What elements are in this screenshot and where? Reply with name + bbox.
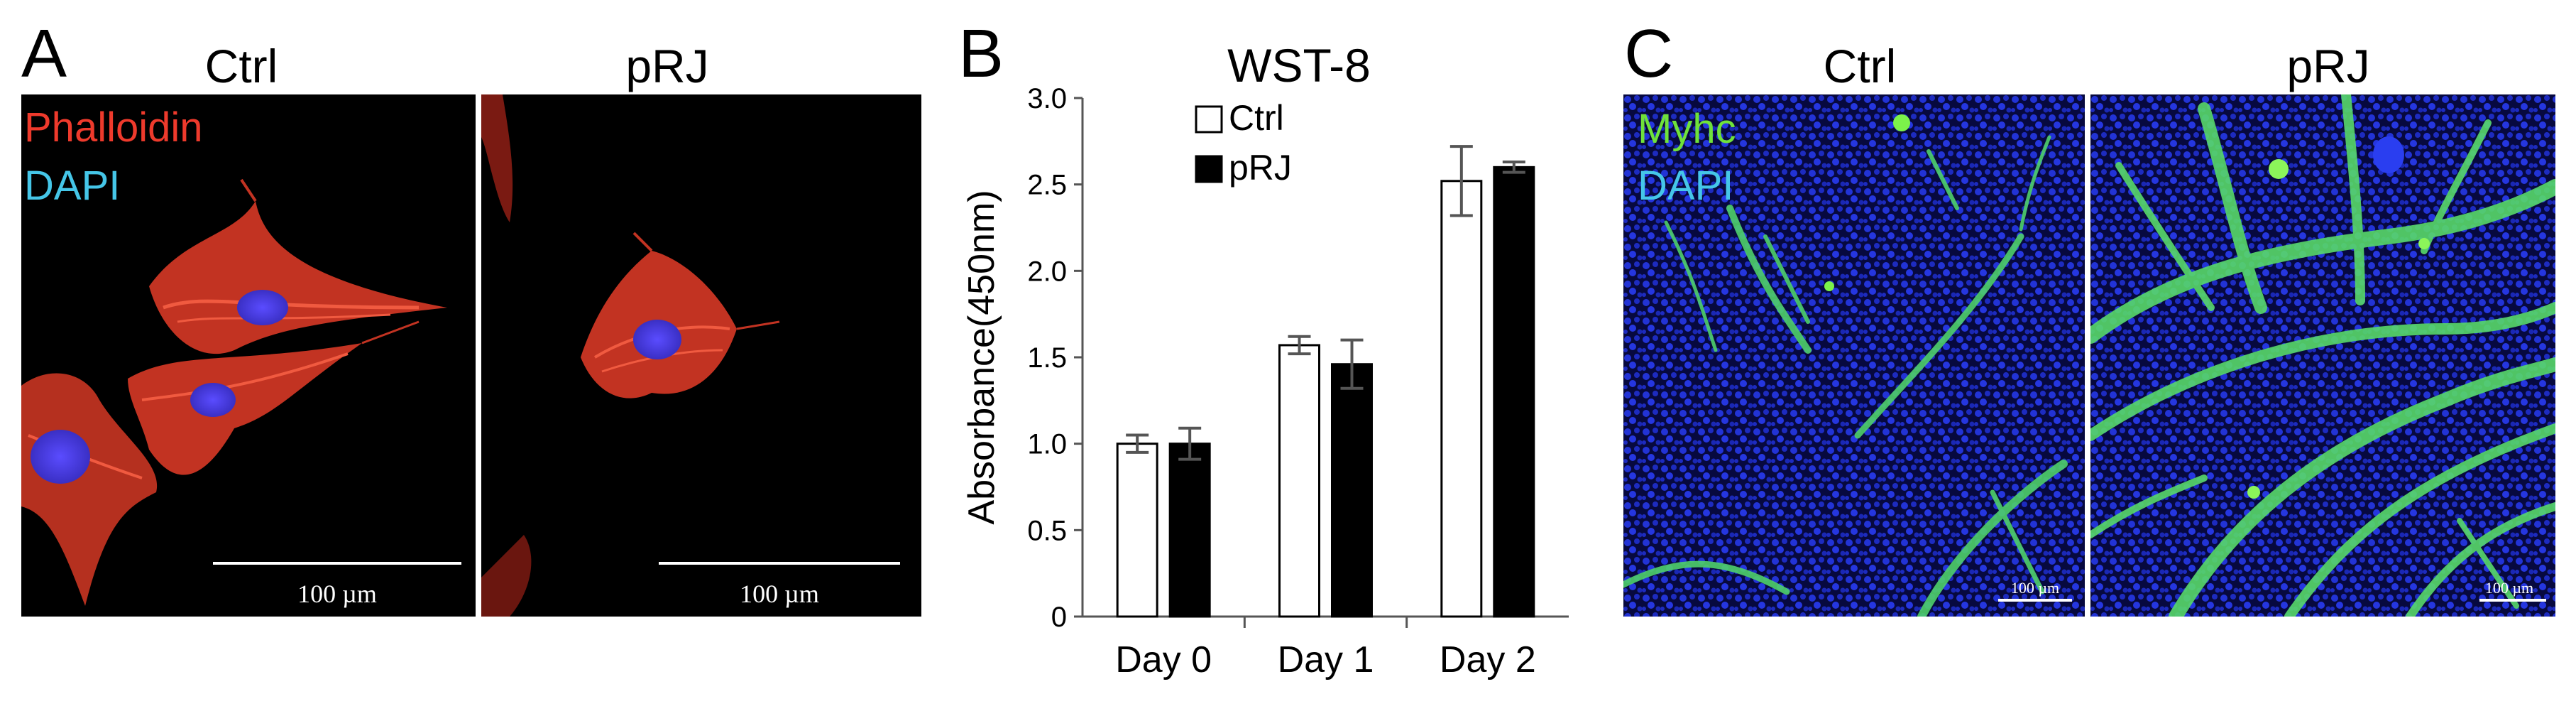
- panel-b-letter: B: [958, 16, 1004, 92]
- panel-c-ctrl-label: Ctrl: [1823, 40, 1897, 92]
- chart-title: WST-8: [1227, 39, 1371, 92]
- y-tick-label-6: 3.0: [1027, 83, 1067, 114]
- panel-c-prj-label: pRJ: [2286, 40, 2370, 92]
- bar-prj-1: [1331, 363, 1373, 618]
- legend-label-ctrl: Ctrl: [1229, 98, 1284, 138]
- panel-a-ctrl-label: Ctrl: [204, 40, 278, 92]
- wst8-bar-chart: WST-8 0 0.5 1.0 1.5 2.0 2.5 3.0 Absorbance(450nm…: [944, 0, 1583, 712]
- phalloidin-cells-ctrl: [21, 178, 461, 606]
- panel-a-prj-scale-label: 100 µm: [740, 580, 819, 608]
- legend-swatch-prj: [1195, 155, 1223, 183]
- y-tick-label-3: 1.5: [1027, 342, 1067, 374]
- panel-c-letter: C: [1624, 16, 1674, 92]
- panel-c-dapi-label: DAPI: [1638, 163, 1734, 209]
- panel-c-ctrl-micrograph: Myhc DAPI 100 µm: [1623, 94, 2085, 617]
- bar-prj-0: [1168, 443, 1211, 618]
- myhc-myotubes-prj: [2090, 94, 2555, 617]
- phalloidin-cells-prj: [481, 94, 900, 617]
- bar-ctrl-1: [1278, 344, 1320, 618]
- panel-c-myhc-label: Myhc: [1638, 106, 1736, 152]
- y-axis-label: Absorbance(450nm): [961, 190, 1002, 524]
- y-tick-label-1: 0.5: [1027, 515, 1067, 546]
- y-tick-label-4: 2.0: [1027, 256, 1067, 287]
- panel-a-ctrl-micrograph: Phalloidin DAPI 100 µm: [21, 94, 476, 617]
- x-tick-label-1: Day 1: [1278, 639, 1374, 680]
- panel-c-ctrl-scale-label: 100 µm: [2010, 579, 2060, 597]
- bar-ctrl-2: [1440, 180, 1483, 618]
- panel-c-prj-scale-label: 100 µm: [2484, 579, 2534, 597]
- panel-a-prj-micrograph: 100 µm: [481, 94, 921, 617]
- y-tick-label-2: 1.0: [1027, 429, 1067, 460]
- y-tick-label-0: 0: [1051, 602, 1067, 633]
- panel-a-letter: A: [21, 16, 67, 92]
- x-tick-label-0: Day 0: [1115, 639, 1212, 680]
- myhc-myotubes-ctrl: [1623, 94, 2085, 617]
- panel-a-dapi-label: DAPI: [24, 163, 121, 209]
- panel-c-prj-micrograph: 100 µm: [2090, 94, 2555, 617]
- bar-prj-2: [1493, 166, 1535, 618]
- legend-label-prj: pRJ: [1229, 148, 1292, 188]
- panel-a-ctrl-scale-label: 100 µm: [297, 580, 377, 608]
- panel-a-phalloidin-label: Phalloidin: [24, 104, 203, 151]
- panel-a-prj-label: pRJ: [625, 40, 709, 92]
- y-tick-label-5: 2.5: [1027, 170, 1067, 201]
- legend-swatch-ctrl: [1195, 105, 1223, 134]
- x-tick-label-2: Day 2: [1440, 639, 1536, 680]
- bar-ctrl-0: [1116, 443, 1158, 618]
